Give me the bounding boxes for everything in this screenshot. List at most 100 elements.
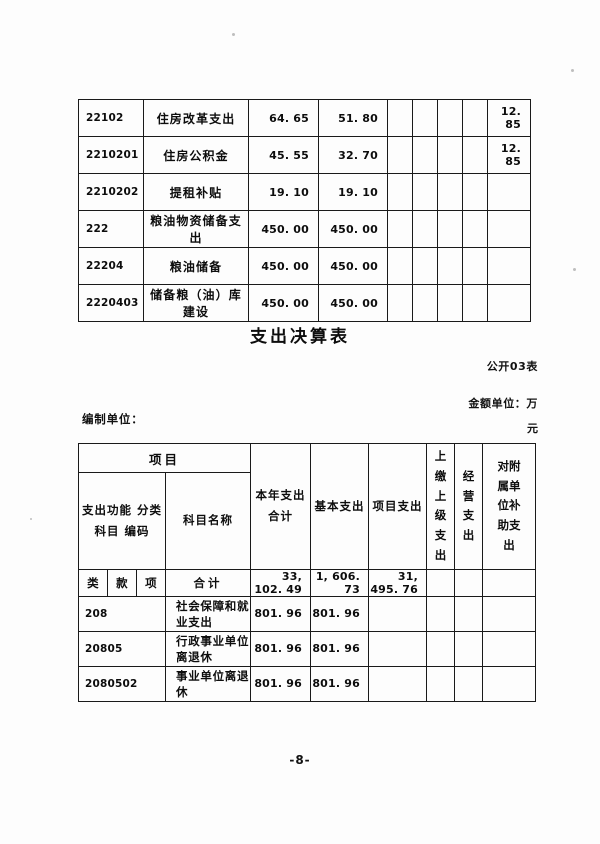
- row-cell-last: [487, 284, 531, 322]
- row-cell-empty: [412, 284, 438, 322]
- header-function-code-line-1: 支出功能: [81, 502, 132, 517]
- row-cell-empty: [462, 99, 488, 137]
- row-cell-last: [487, 210, 531, 248]
- row-cell-empty: [412, 247, 438, 285]
- table-row: 2220403 储备粮（油）库建设 450. 00 450. 00: [78, 284, 531, 322]
- row-subsidy-to-affiliated: [482, 630, 537, 667]
- table-row: 208 社会保障和就业支出 801. 96 801. 96: [78, 595, 537, 632]
- row-basic-expenditure: 801. 96: [310, 665, 370, 702]
- row-project-expenditure: [368, 665, 428, 702]
- table-row: 2210201 住房公积金 45. 55 32. 70 12. 85: [78, 136, 531, 174]
- row-remit-to-upper: [426, 568, 456, 597]
- subheader-kuan: 款: [107, 568, 137, 597]
- row-project-expenditure: [368, 630, 428, 667]
- sheet-number: 公开03表: [486, 360, 538, 373]
- row-total: 450. 00: [248, 210, 319, 248]
- row-cell-empty: [462, 284, 488, 322]
- header-annual-total-line-1: 本年支出: [255, 488, 306, 503]
- prepared-by-label: 编制单位：: [82, 412, 144, 426]
- row-total: 19. 10: [248, 173, 319, 211]
- row-code: 208: [78, 595, 166, 632]
- table-row: 20805 行政事业单位离退休 801. 96 801. 96: [78, 630, 537, 667]
- row-cell-empty: [462, 173, 488, 211]
- row-subsidy-to-affiliated: [482, 568, 537, 597]
- row-cell-empty: [387, 210, 413, 248]
- row-name: 粮油物资储备支出: [143, 210, 249, 248]
- row-cell-last: [487, 173, 531, 211]
- row-cell-empty: [462, 247, 488, 285]
- table-row: 2210202 提租补贴 19. 10 19. 10: [78, 173, 531, 211]
- row-code: 20805: [78, 630, 166, 667]
- row-basic-expenditure: 1, 606. 73: [310, 568, 370, 597]
- row-remit-to-upper: [426, 665, 456, 702]
- table-row: 22102 住房改革支出 64. 65 51. 80 12. 85: [78, 99, 531, 137]
- row-total: 45. 55: [248, 136, 319, 174]
- row-cell-empty: [387, 173, 413, 211]
- row-code: 222: [78, 210, 144, 248]
- row-cell-empty: [437, 284, 463, 322]
- row-cell-empty: [412, 99, 438, 137]
- row-cell-empty: [387, 284, 413, 322]
- row-code: 2080502: [78, 665, 166, 702]
- row-operating-expenditure: [454, 568, 484, 597]
- row-annual-total: 801. 96: [250, 595, 312, 632]
- table-row: 22204 粮油储备 450. 00 450. 00: [78, 247, 531, 285]
- row-basic: 450. 00: [318, 284, 388, 322]
- row-cell-empty: [437, 247, 463, 285]
- row-name: 社会保障和就业支出: [164, 595, 252, 632]
- row-cell-empty: [387, 99, 413, 137]
- row-basic: 51. 80: [318, 99, 388, 137]
- table-header-row: 项目 本年支出 合计 基本支出 项目支出 上 缴 上 级 支 出 经 营: [77, 443, 537, 570]
- row-cell-last: [487, 247, 531, 285]
- row-cell-empty: [412, 210, 438, 248]
- header-subsidy-line: 对附: [497, 458, 521, 473]
- row-annual-total: 801. 96: [250, 665, 312, 702]
- row-total: 64. 65: [248, 99, 319, 137]
- table-header-row: 支出功能 分类科目 编码 科目名称: [78, 472, 536, 570]
- row-basic: 450. 00: [318, 247, 388, 285]
- header-subsidy-line: 出: [503, 537, 515, 552]
- table-row: 2080502 事业单位离退休 801. 96 801. 96: [78, 665, 537, 702]
- table-row: 222 粮油物资储备支出 450. 00 450. 00: [78, 210, 531, 248]
- header-remit-char: 级: [434, 508, 447, 523]
- row-cell-empty: [387, 247, 413, 285]
- row-name: 行政事业单位离退休: [164, 630, 252, 667]
- row-remit-to-upper: [426, 595, 456, 632]
- row-code: 2220403: [78, 284, 144, 322]
- header-operating-char: 经: [462, 468, 475, 483]
- header-group-item: 项目: [77, 443, 252, 473]
- row-remit-to-upper: [426, 630, 456, 667]
- row-name-total: 合计: [164, 568, 252, 597]
- row-cell-empty: [387, 136, 413, 174]
- row-code: 22204: [78, 247, 144, 285]
- header-remit-char: 支: [434, 528, 447, 543]
- row-operating-expenditure: [454, 665, 484, 702]
- header-operating-char: 营: [462, 488, 475, 503]
- scan-speck: [232, 33, 235, 36]
- scan-speck: [571, 69, 574, 72]
- header-remit-char: 上: [434, 449, 447, 463]
- header-operating-char: 出: [462, 528, 475, 543]
- header-basic-expenditure: 基本支出: [310, 443, 370, 570]
- header-function-code-line-3: 编码: [124, 523, 150, 538]
- header-function-code: 支出功能 分类科目 编码: [78, 472, 166, 570]
- table-subheader-row: 类 款 项 合计 33, 102. 49 1, 606. 73 31, 495.…: [78, 568, 537, 597]
- row-code: 2210202: [78, 173, 144, 211]
- header-function-code-line-2: 分类科目: [94, 502, 162, 538]
- row-operating-expenditure: [454, 630, 484, 667]
- header-operating-char: 支: [462, 508, 475, 523]
- row-code: 2210201: [78, 136, 144, 174]
- header-subsidy-line: 助支: [497, 518, 521, 533]
- row-annual-total: 801. 96: [250, 630, 312, 667]
- row-operating-expenditure: [454, 595, 484, 632]
- expenditure-final-accounts-table: 项目 本年支出 合计 基本支出 项目支出 上 缴 上 级 支 出 经 营: [77, 443, 537, 702]
- header-remit-char: 出: [434, 547, 447, 562]
- continued-expenditure-table: 22102 住房改革支出 64. 65 51. 80 12. 85 221020…: [78, 99, 531, 322]
- row-cell-last: 12. 85: [487, 136, 531, 174]
- header-remit-char: 缴: [434, 468, 447, 483]
- header-subsidy-line: 属单: [497, 478, 521, 493]
- scan-speck: [573, 268, 576, 271]
- row-subsidy-to-affiliated: [482, 595, 537, 632]
- row-name: 事业单位离退休: [164, 665, 252, 702]
